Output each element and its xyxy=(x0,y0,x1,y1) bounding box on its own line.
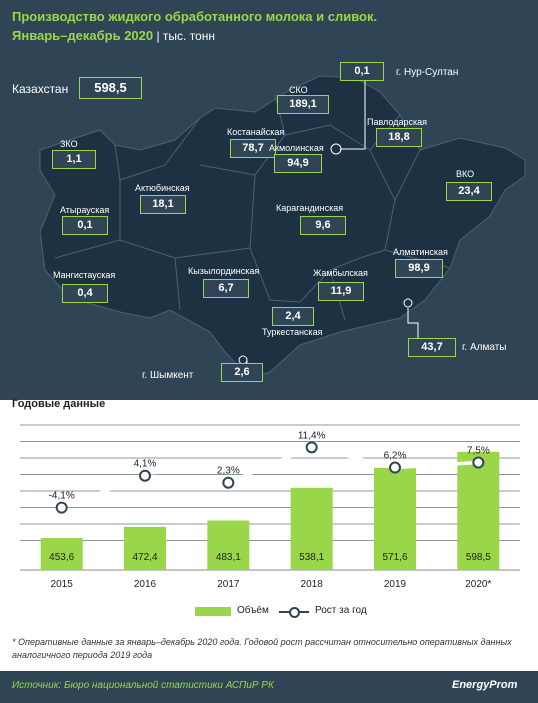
region-value-atyrau: 0,1 xyxy=(62,216,108,235)
bar-label-2019: 571,6 xyxy=(382,552,407,563)
source-text: Источник: Бюро национальной статистики А… xyxy=(12,680,274,691)
growth-label-2020*: 7,5% xyxy=(467,446,490,457)
region-name-atyrau: Атырауская xyxy=(60,205,110,215)
shymkent-value: 2,6 xyxy=(221,363,263,382)
growth-label-2017: 2,3% xyxy=(217,466,240,477)
region-value-karaganda: 9,6 xyxy=(300,216,346,235)
annual-chart: 453,6 2015 472,4 2016 483,1 2017 538,1 2018 571,… xyxy=(20,424,520,590)
map-panel: Производство жидкого обработанного молок… xyxy=(0,0,538,400)
region-value-pavlodar: 18,8 xyxy=(376,128,422,147)
footer: Источник: Бюро национальной статистики А… xyxy=(0,671,538,703)
x-tick-2017: 2017 xyxy=(217,579,240,590)
kazakhstan-map xyxy=(39,75,526,379)
country-label: Казахстан xyxy=(12,82,69,96)
chart-legend: Объём Рост за год xyxy=(0,604,538,620)
region-value-mangystau: 0,4 xyxy=(62,284,108,303)
growth-point-2019 xyxy=(389,461,401,474)
almaty-city-value: 43,7 xyxy=(408,338,456,357)
region-name-kyzylorda: Кызылординская xyxy=(188,266,260,276)
region-value-zko: 1,1 xyxy=(52,150,96,169)
region-name-pavlodar: Павлодарская xyxy=(367,117,427,127)
region-name-karaganda: Карагандинская xyxy=(276,203,344,213)
region-name-vko: ВКО xyxy=(456,169,475,179)
region-name-zko: ЗКО xyxy=(60,139,78,149)
almaty-city-label: г. Алматы xyxy=(462,342,507,353)
bar-label-2020*: 598,5 xyxy=(466,552,491,563)
region-name-mangystau: Мангистауская xyxy=(53,270,116,280)
x-tick-2018: 2018 xyxy=(301,579,324,590)
x-tick-2020*: 2020* xyxy=(465,579,491,590)
growth-point-2017 xyxy=(222,476,235,489)
region-value-akmola: 94,9 xyxy=(274,154,322,173)
bar-2019 xyxy=(374,467,416,570)
growth-point-2018 xyxy=(305,441,318,454)
bar-label-2016: 472,4 xyxy=(132,552,157,563)
country-value: 598,5 xyxy=(79,77,142,99)
x-tick-2015: 2015 xyxy=(51,579,74,590)
footnote: * Оперативные данные за январь–декабрь 2… xyxy=(12,637,512,660)
nur-sultan-value: 0,1 xyxy=(340,62,384,81)
region-value-zhambyl: 11,9 xyxy=(318,282,364,301)
bar-2015 xyxy=(40,538,83,570)
shymkent-label: г. Шымкент xyxy=(142,370,194,381)
nur-sultan-label: г. Нур-Султан xyxy=(396,67,459,78)
region-name-aktobe: Актюбинская xyxy=(135,183,190,193)
region-value-vko: 23,4 xyxy=(446,182,492,201)
region-value-kostanay: 78,7 xyxy=(230,139,276,158)
title-unit: | тыс. тонн xyxy=(153,29,215,43)
growth-point-2016 xyxy=(139,469,151,482)
region-value-almaty-region: 98,9 xyxy=(395,259,443,278)
bar-2018 xyxy=(290,487,333,570)
region-value-kyzylorda: 6,7 xyxy=(203,279,249,298)
title-period: Январь–декабрь 2020 xyxy=(12,28,154,43)
bar-label-2017: 483,1 xyxy=(216,552,241,563)
bar-2016 xyxy=(124,526,166,570)
bar-label-2015: 453,6 xyxy=(49,552,74,563)
bar-label-2018: 538,1 xyxy=(299,552,324,563)
growth-label-2018: 11,4% xyxy=(298,430,326,441)
region-value-sko: 189,1 xyxy=(277,95,329,114)
section-title: Годовые данные xyxy=(12,398,106,410)
region-name-zhambyl: Жамбылская xyxy=(313,268,368,278)
growth-point-2020* xyxy=(472,456,485,469)
region-name-turkestan: Туркестанская xyxy=(262,327,323,337)
region-name-akmola: Акмолинская xyxy=(269,143,324,153)
region-name-almaty-region: Алматинская xyxy=(393,247,448,257)
region-value-aktobe: 18,1 xyxy=(140,195,186,214)
growth-point-2015 xyxy=(55,501,68,514)
energyprom-logo: EnergyProm xyxy=(452,679,518,691)
growth-label-2016: 4,1% xyxy=(134,459,157,470)
legend-bar-label: Объём xyxy=(237,605,269,616)
region-name-sko: СКО xyxy=(289,85,308,95)
growth-label-2019: 6,2% xyxy=(384,451,407,462)
x-tick-2019: 2019 xyxy=(384,579,407,590)
bar-2017 xyxy=(207,520,250,570)
region-value-turkestan: 2,4 xyxy=(272,307,314,326)
title-line-2: Январь–декабрь 2020 | тыс. тонн xyxy=(12,28,215,43)
title-line-1: Производство жидкого обработанного молок… xyxy=(12,9,378,24)
x-tick-2016: 2016 xyxy=(134,579,157,590)
legend-line-label: Рост за год xyxy=(315,605,367,616)
growth-line xyxy=(61,445,479,510)
bar-2020* xyxy=(457,451,500,570)
legend-bar-swatch xyxy=(195,607,231,616)
growth-label-2015: -4,1% xyxy=(49,491,75,502)
region-name-kostanay: Костанайская xyxy=(227,127,285,137)
legend-line-marker xyxy=(289,607,300,618)
